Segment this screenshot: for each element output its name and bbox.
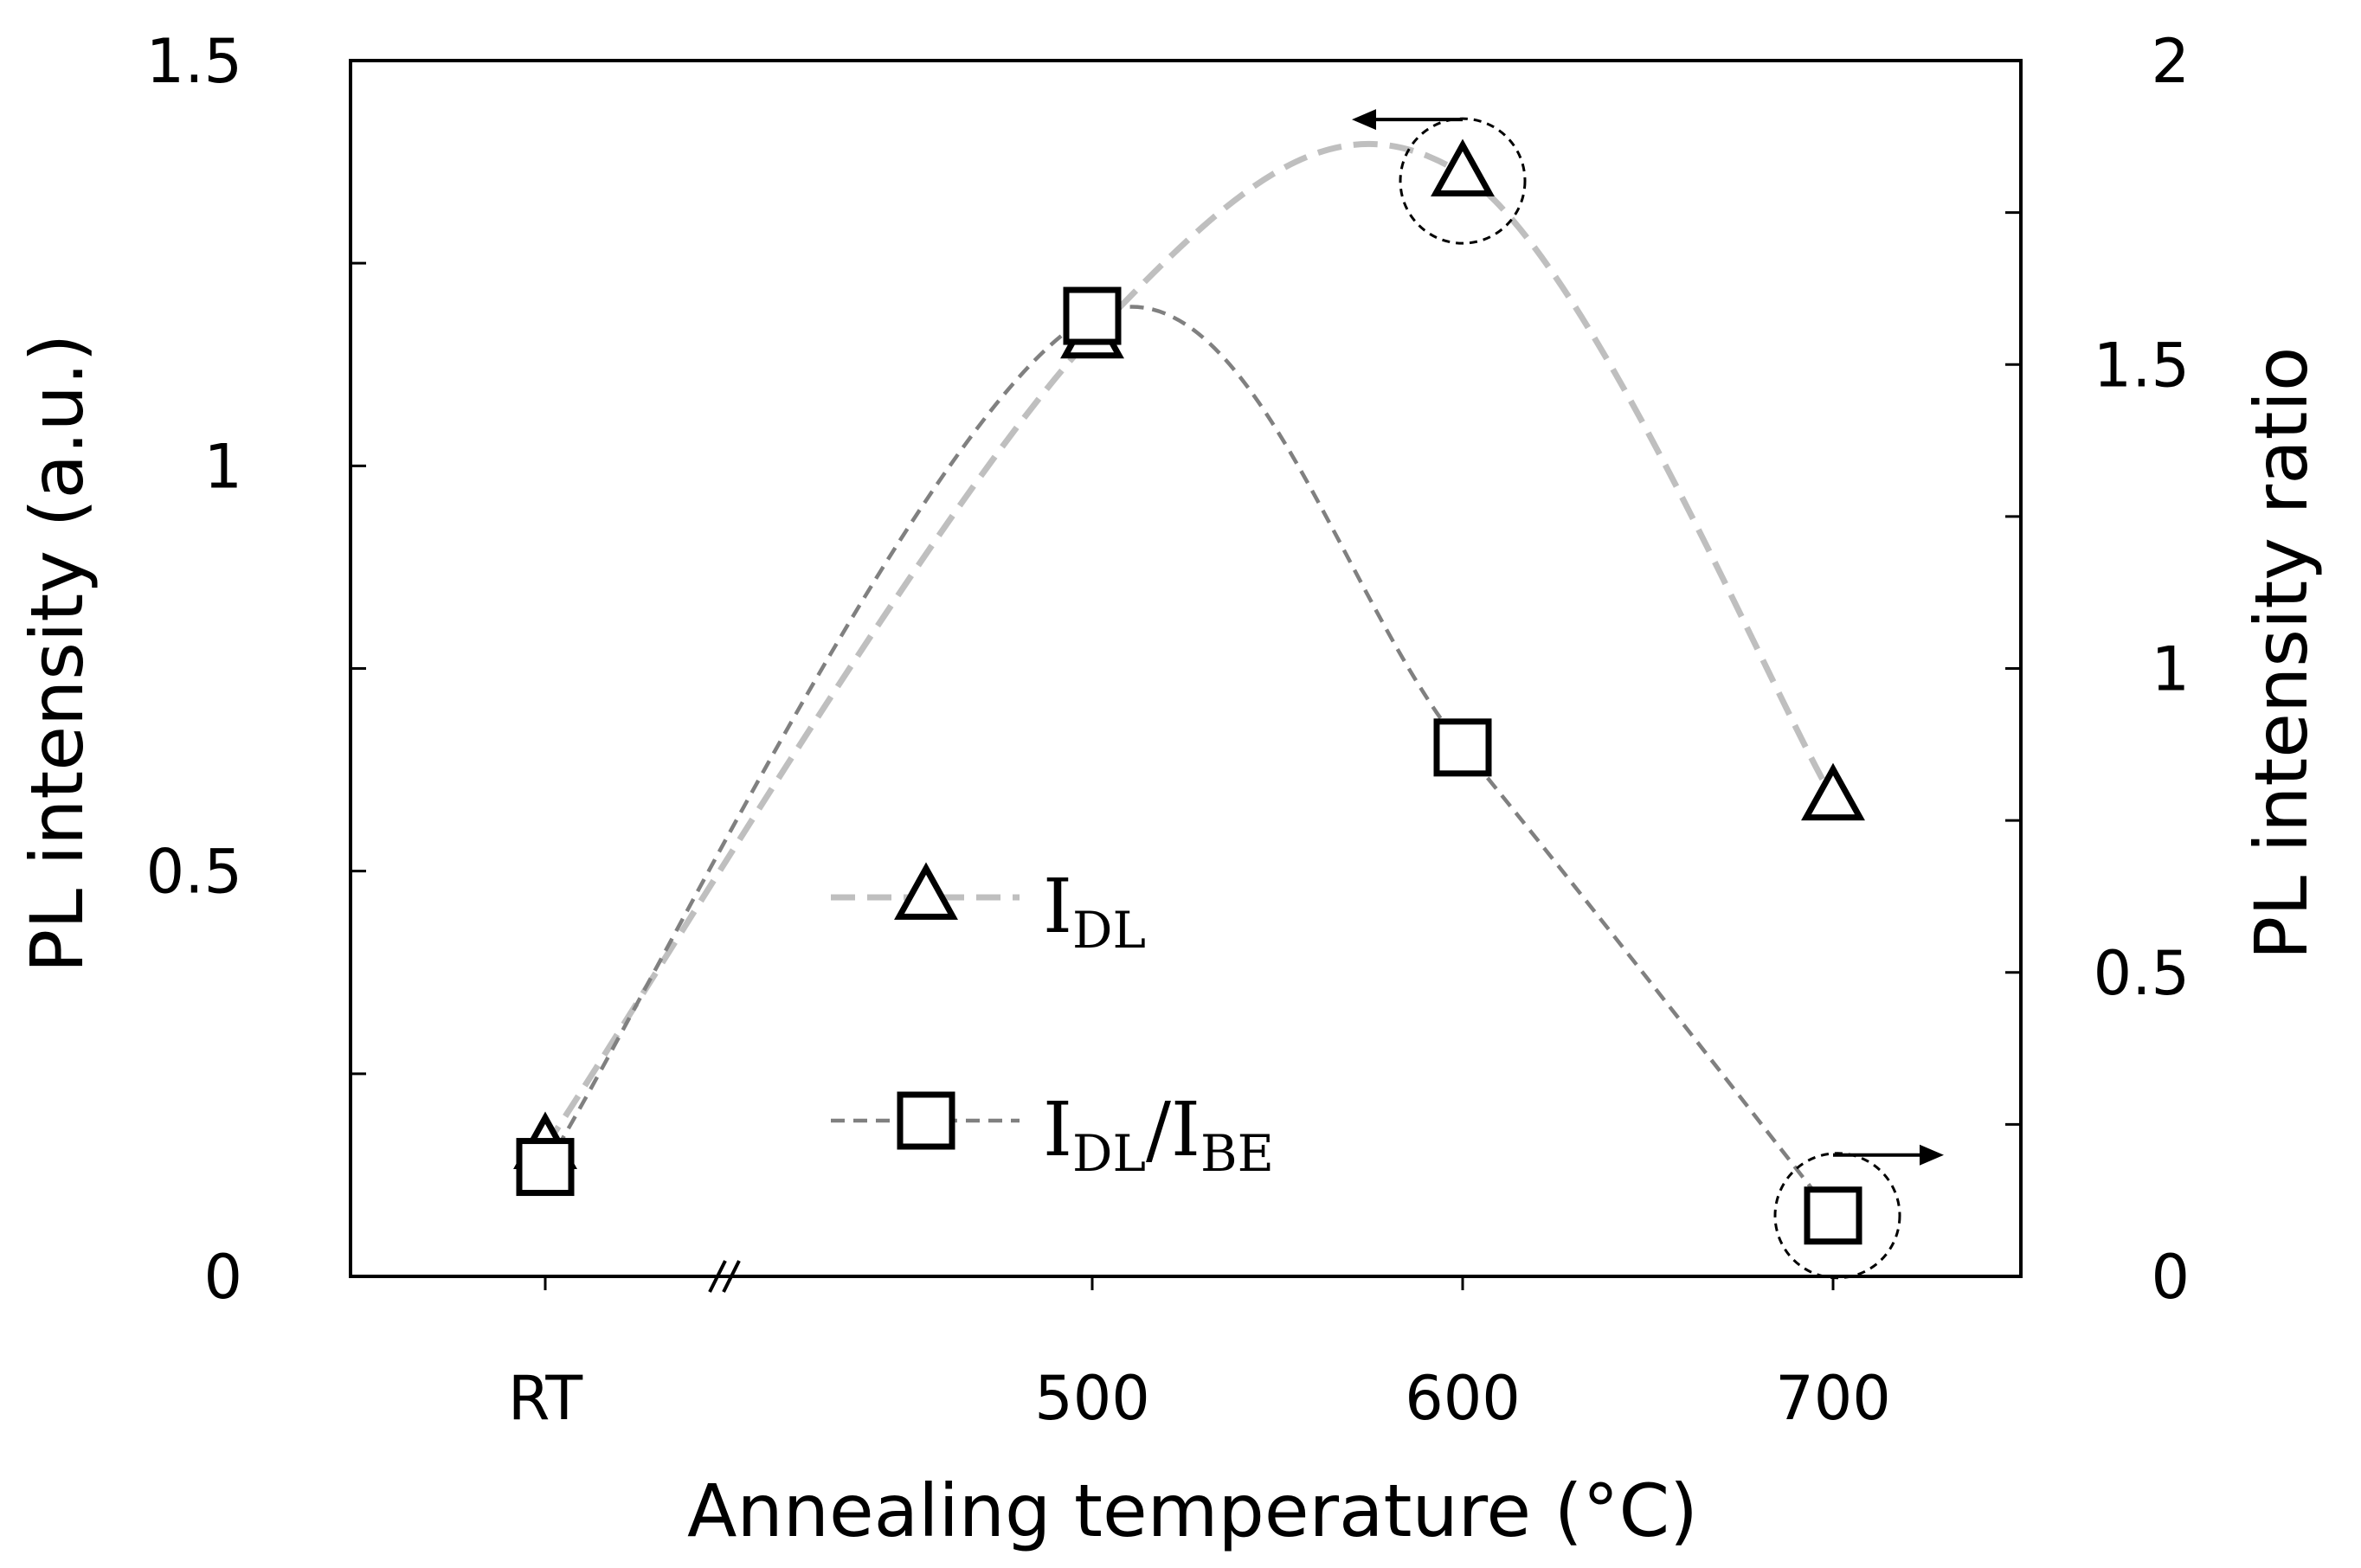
x-tick-label-3: 700 [1775, 1363, 1891, 1434]
indicator-arrow-left-head [1352, 109, 1376, 131]
series-line-1 [544, 305, 1835, 1218]
series-0-point-2 [1431, 138, 1495, 196]
right-tick-label-2: 0.5 [2094, 938, 2190, 1009]
legend-label-1: IDL/IBE [1043, 1087, 1274, 1183]
x-tick-label-1: 500 [1034, 1363, 1150, 1434]
right-axis-title: PL intensity ratio [2239, 347, 2324, 961]
indicator-arrow-right-head [1920, 1144, 1944, 1166]
x-axis: RT 500 600 700 [508, 1260, 1891, 1434]
right-tick-label-0: 0 [2151, 1242, 2190, 1313]
right-axis: 0 0.5 1 1.5 2 [2005, 26, 2190, 1313]
left-tick-label-6: 1.5 [146, 26, 242, 97]
right-tick-label-8: 2 [2151, 26, 2190, 97]
legend-label-0: IDL [1043, 864, 1146, 960]
series-layer [513, 109, 1944, 1280]
left-axis: 0 0.5 1 1.5 [146, 26, 366, 1313]
series-line-0 [543, 141, 1837, 1149]
series-1-point-1 [1063, 286, 1122, 345]
series-1-point-2 [1433, 718, 1492, 777]
series-1-point-0 [516, 1138, 575, 1197]
left-axis-title: PL intensity (a.u.) [15, 334, 100, 974]
legend: IDL IDL/IBE [831, 862, 1274, 1183]
x-tick-label-2: 600 [1405, 1363, 1521, 1434]
axis-break-mark-2 [722, 1260, 741, 1293]
axis-break-mark-1 [708, 1260, 727, 1293]
legend-marker-0 [894, 862, 958, 920]
left-tick-label-4: 1 [203, 431, 242, 502]
series-1-point-3 [1804, 1186, 1862, 1245]
right-tick-label-6: 1.5 [2094, 330, 2190, 401]
series-0-point-3 [1801, 762, 1865, 821]
x-tick-label-0: RT [508, 1363, 583, 1434]
left-tick-label-2: 0.5 [146, 837, 242, 908]
legend-marker-1 [897, 1091, 955, 1150]
right-tick-label-4: 1 [2151, 634, 2190, 705]
x-axis-title: Annealing temperature (°C) [687, 1468, 1698, 1553]
left-tick-label-0: 0 [203, 1242, 242, 1313]
